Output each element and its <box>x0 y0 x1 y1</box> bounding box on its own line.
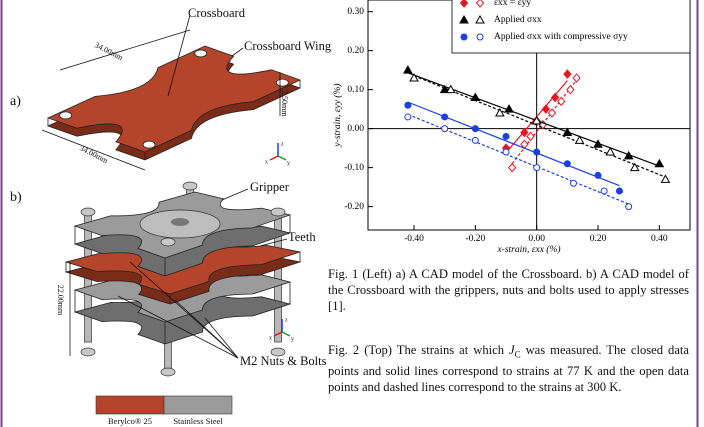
data-point <box>461 34 467 40</box>
data-point <box>564 70 571 78</box>
data-point <box>564 161 570 167</box>
label: x <box>269 335 272 341</box>
label: 22.00mm <box>56 285 65 316</box>
label: z <box>285 317 288 323</box>
data-point <box>534 165 540 171</box>
material-swatch <box>164 396 232 414</box>
y-tick-label: 0.20 <box>347 46 364 56</box>
x-tick-label: -0.20 <box>465 234 485 244</box>
triad-axis <box>282 332 290 336</box>
data-point <box>410 74 418 81</box>
caption-text: Fig. 2 (Top) The strains at which <box>328 343 509 357</box>
hole <box>60 112 72 119</box>
triad-axis <box>270 156 278 160</box>
label: Gripper <box>250 180 290 194</box>
label: M2 Nuts & Bolts <box>240 354 327 368</box>
y-axis-title: y-strain, εyy (%) <box>332 83 343 147</box>
data-point <box>534 149 540 155</box>
data-point <box>521 129 528 137</box>
data-point <box>542 105 549 113</box>
data-point <box>442 126 448 132</box>
data-point <box>442 114 448 120</box>
data-point <box>661 175 669 182</box>
label: Berylco® 25 <box>108 416 152 426</box>
nut <box>161 368 175 376</box>
data-point <box>477 34 483 40</box>
data-point <box>573 74 580 82</box>
chart: -0.40 -0.20 0.00 0.20 0.40 -0.20 -0.10 0.00 0.10… <box>332 0 690 255</box>
label: Crossboard <box>188 6 246 20</box>
hole <box>195 50 207 57</box>
caption: Fig. 1 (Left) a) A CAD model of the Cros… <box>328 266 689 314</box>
data-point <box>404 66 412 73</box>
legend-label: Applied σxx <box>494 15 542 25</box>
leader-line <box>205 318 238 358</box>
hole <box>143 141 155 148</box>
page: a)CrossboardCrossboard Wing34.00mm34.00m… <box>0 0 704 427</box>
nut <box>271 208 285 216</box>
material-swatch <box>96 396 164 414</box>
data-point <box>626 204 632 210</box>
gripper-hole <box>171 218 189 226</box>
x-tick-label: 0.40 <box>651 234 668 244</box>
legend-box <box>452 0 690 53</box>
y-tick-label: 0.10 <box>347 85 364 95</box>
fit-line <box>408 102 620 186</box>
data-point <box>616 188 622 194</box>
data-point <box>405 114 411 120</box>
label: y <box>287 160 290 166</box>
data-point <box>509 164 516 172</box>
label: Stainless Steel <box>173 416 223 426</box>
y-tick-label: -0.20 <box>344 202 364 212</box>
leader-line <box>222 189 248 200</box>
nut <box>161 238 175 246</box>
x-tick-label: 0.00 <box>528 234 545 244</box>
triad-axis <box>278 156 286 160</box>
hole <box>276 79 288 86</box>
data-point <box>601 188 607 194</box>
data-point <box>496 109 504 116</box>
data-point <box>655 160 663 167</box>
legend-label: εxx = εyy <box>494 0 531 8</box>
label: z <box>281 141 284 147</box>
legend-label: Applied σxx with compressive σyy <box>494 32 628 42</box>
y-tick-label: 0.00 <box>347 124 364 134</box>
data-point <box>503 133 509 139</box>
nut <box>183 182 197 190</box>
data-point <box>558 97 565 105</box>
nut <box>81 208 95 216</box>
data-point <box>563 129 571 136</box>
nut <box>81 348 95 356</box>
data-point <box>405 102 411 108</box>
data-point <box>472 137 478 143</box>
label: a) <box>10 94 21 109</box>
data-point <box>527 132 534 140</box>
fit-line <box>408 114 629 204</box>
data-point <box>552 93 559 101</box>
label: y <box>291 336 294 342</box>
label: b) <box>10 190 22 205</box>
y-tick-label: 0.30 <box>347 7 364 17</box>
y-tick-label: -0.10 <box>344 163 364 173</box>
x-tick-label: 0.20 <box>590 234 607 244</box>
label: Crossboard Wing <box>244 39 332 53</box>
x-tick-label: -0.40 <box>404 234 424 244</box>
leader-line <box>232 48 243 56</box>
x-axis-title: x-strain, εxx (%) <box>496 244 560 255</box>
label: Teeth <box>288 230 316 244</box>
data-point <box>570 180 576 186</box>
data-point <box>595 172 601 178</box>
label: 2.50mm <box>280 90 289 117</box>
data-point <box>503 149 509 155</box>
data-point <box>631 164 639 171</box>
caption: Fig. 2 (Top) The strains at which JC was… <box>328 342 689 395</box>
label: x <box>265 159 268 165</box>
data-point <box>567 86 574 94</box>
data-point <box>472 126 478 132</box>
